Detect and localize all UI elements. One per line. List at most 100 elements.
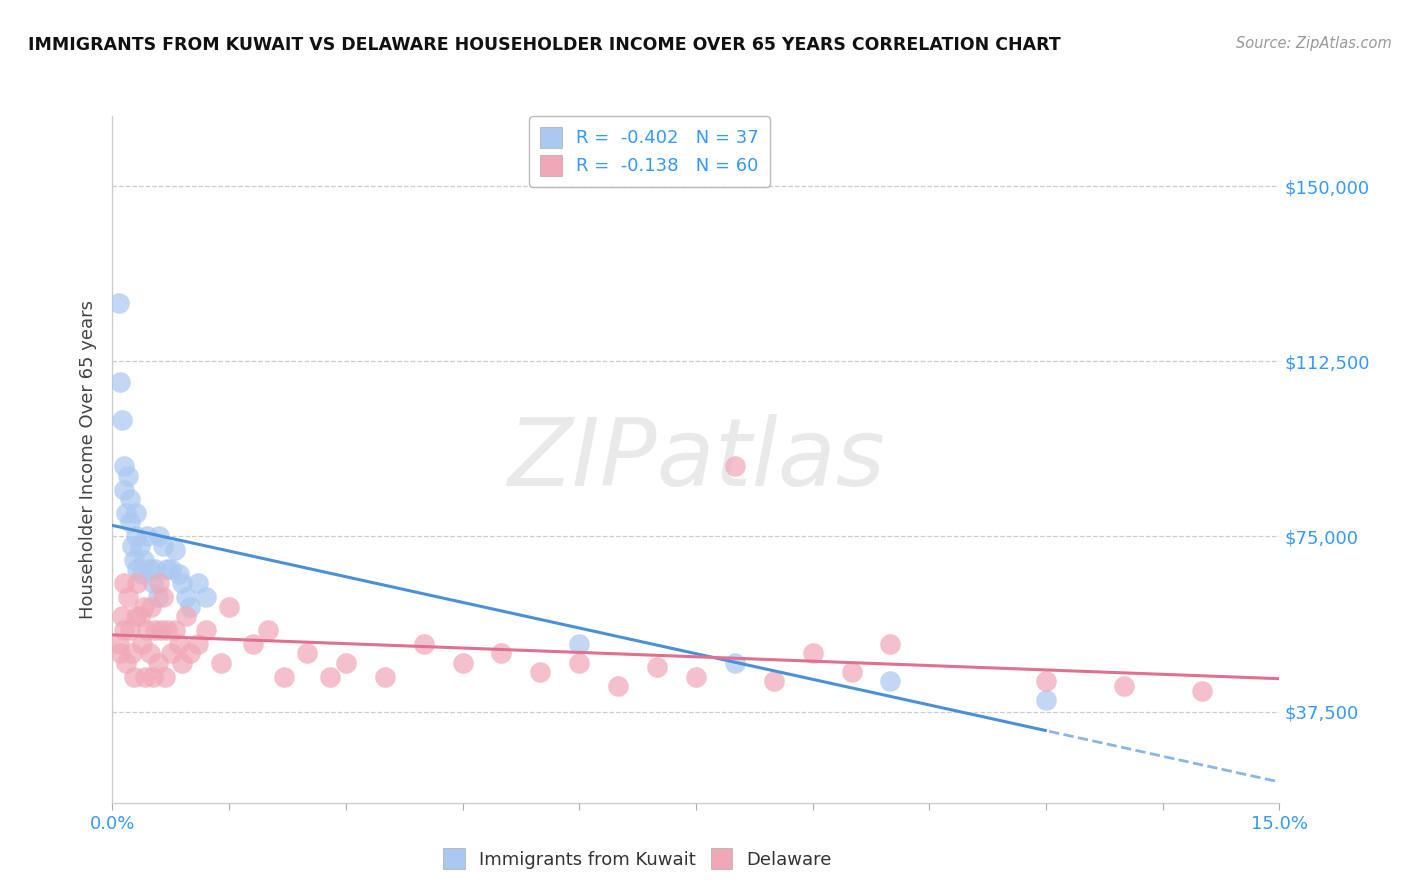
Point (121, 646, 143, 660)
Point (152, 539, 174, 553)
Point (156, 623, 179, 637)
Point (187, 576, 209, 591)
Point (115, 506, 138, 520)
Point (128, 608, 150, 623)
Point (176, 591, 198, 605)
Point (529, 665, 551, 679)
Point (136, 623, 159, 637)
Point (146, 656, 169, 670)
Text: Source: ZipAtlas.com: Source: ZipAtlas.com (1236, 36, 1392, 51)
Point (142, 576, 165, 591)
Point (1112, 679, 1135, 693)
Point (163, 543, 186, 558)
Point (194, 623, 217, 637)
Point (187, 637, 209, 651)
Point (132, 553, 155, 567)
Point (172, 656, 194, 670)
Point (110, 646, 132, 660)
Point (127, 576, 149, 591)
Point (218, 599, 240, 614)
Point (112, 576, 135, 591)
Point (131, 566, 153, 581)
Point (142, 670, 165, 684)
Point (122, 553, 145, 567)
Point (132, 599, 155, 614)
Point (762, 674, 785, 689)
Point (141, 599, 163, 614)
Legend: Immigrants from Kuwait, Delaware: Immigrants from Kuwait, Delaware (436, 841, 839, 876)
Point (319, 670, 342, 684)
Point (160, 562, 183, 576)
Point (139, 562, 162, 576)
Point (568, 656, 591, 670)
Point (111, 412, 134, 426)
Text: IMMIGRANTS FROM KUWAIT VS DELAWARE HOUSEHOLDER INCOME OVER 65 YEARS CORRELATION : IMMIGRANTS FROM KUWAIT VS DELAWARE HOUSE… (28, 36, 1062, 54)
Point (125, 529, 148, 543)
Point (209, 656, 232, 670)
Point (645, 660, 668, 674)
Point (179, 646, 201, 660)
Point (801, 646, 824, 660)
Point (125, 506, 148, 520)
Point (257, 623, 280, 637)
Point (568, 637, 591, 651)
Point (607, 679, 630, 693)
Point (122, 670, 145, 684)
Point (179, 599, 201, 614)
Point (112, 623, 135, 637)
Point (136, 529, 159, 543)
Point (167, 637, 190, 651)
Point (724, 656, 747, 670)
Point (273, 670, 295, 684)
Point (125, 608, 148, 623)
Point (107, 637, 129, 651)
Point (167, 566, 190, 581)
Point (121, 539, 143, 553)
Point (879, 637, 901, 651)
Point (110, 376, 132, 390)
Point (1191, 683, 1213, 698)
Point (160, 646, 183, 660)
Point (155, 670, 177, 684)
Point (131, 637, 153, 651)
Point (841, 665, 863, 679)
Point (112, 459, 135, 474)
Point (117, 591, 139, 605)
Point (143, 623, 166, 637)
Point (152, 591, 174, 605)
Point (139, 646, 162, 660)
Point (111, 608, 134, 623)
Point (146, 591, 169, 605)
Point (127, 562, 149, 576)
Point (115, 656, 138, 670)
Point (149, 623, 172, 637)
Point (128, 539, 150, 553)
Point (685, 670, 707, 684)
Point (412, 637, 434, 651)
Point (194, 591, 217, 605)
Point (879, 674, 901, 689)
Point (112, 483, 135, 497)
Point (148, 576, 170, 591)
Point (491, 646, 513, 660)
Point (134, 670, 156, 684)
Y-axis label: Householder Income Over 65 years: Householder Income Over 65 years (79, 300, 97, 619)
Point (118, 516, 141, 530)
Point (451, 656, 474, 670)
Point (118, 623, 141, 637)
Point (163, 623, 186, 637)
Point (335, 656, 357, 670)
Point (374, 670, 396, 684)
Point (148, 529, 170, 543)
Text: ZIPatlas: ZIPatlas (508, 414, 884, 505)
Point (107, 296, 129, 310)
Point (724, 459, 747, 474)
Point (242, 637, 264, 651)
Point (295, 646, 318, 660)
Point (118, 492, 141, 507)
Point (1035, 674, 1057, 689)
Point (117, 468, 139, 483)
Point (1035, 693, 1057, 707)
Point (143, 562, 166, 576)
Point (176, 608, 198, 623)
